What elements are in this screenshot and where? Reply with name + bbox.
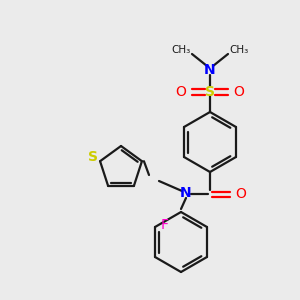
Text: CH₃: CH₃: [230, 45, 249, 55]
Text: CH₃: CH₃: [171, 45, 190, 55]
Text: N: N: [180, 186, 192, 200]
Text: O: O: [176, 85, 186, 99]
Text: S: S: [88, 150, 98, 164]
Text: O: O: [236, 187, 246, 201]
Text: F: F: [161, 218, 169, 232]
Text: N: N: [204, 63, 216, 77]
Text: S: S: [205, 85, 215, 99]
Text: O: O: [234, 85, 244, 99]
